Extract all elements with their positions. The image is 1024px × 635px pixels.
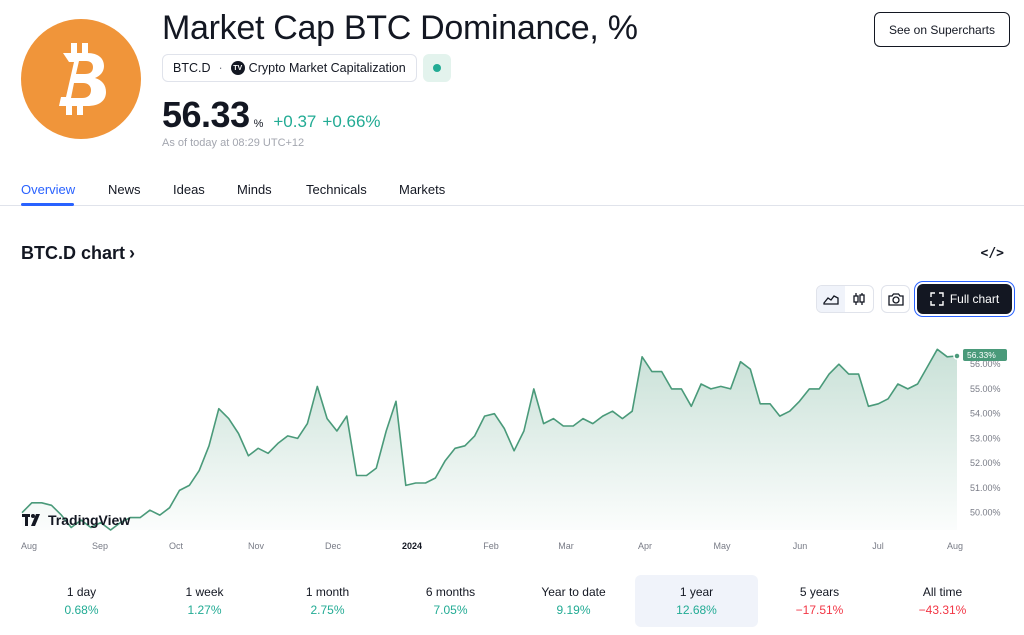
period-1-year[interactable]: 1 year 12.68% bbox=[635, 575, 758, 627]
full-chart-label: Full chart bbox=[949, 292, 1000, 306]
tag-separator: · bbox=[218, 61, 223, 75]
full-chart-button[interactable]: Full chart bbox=[917, 284, 1012, 314]
y-tick-label: 53.00% bbox=[970, 433, 1001, 443]
y-tick-label: 56.00% bbox=[970, 359, 1001, 369]
embed-code-icon[interactable]: </> bbox=[980, 246, 1004, 261]
period-1-week[interactable]: 1 week 1.27% bbox=[143, 575, 266, 627]
fullscreen-icon bbox=[930, 292, 944, 306]
period-5-years[interactable]: 5 years −17.51% bbox=[758, 575, 881, 627]
chart-heading-link[interactable]: BTC.D chart › bbox=[21, 243, 135, 264]
candles-icon bbox=[853, 293, 865, 305]
x-tick-label: Nov bbox=[248, 541, 265, 551]
price-change-pct: +0.66% bbox=[322, 112, 381, 131]
period-label: 1 day bbox=[66, 585, 97, 599]
x-tick-label: Feb bbox=[483, 541, 499, 551]
period-all-time[interactable]: All time −43.31% bbox=[881, 575, 1004, 627]
x-tick-label: Aug bbox=[21, 541, 37, 551]
x-tick-label: May bbox=[713, 541, 731, 551]
bitcoin-logo bbox=[21, 19, 141, 139]
tradingview-logo-icon bbox=[22, 514, 40, 526]
period-change-value: −17.51% bbox=[795, 603, 844, 617]
chart-heading: BTC.D chart bbox=[21, 243, 126, 263]
period-change-value: −43.31% bbox=[918, 603, 967, 617]
period-1-month[interactable]: 1 month 2.75% bbox=[266, 575, 389, 627]
chart-area-fill bbox=[22, 349, 957, 530]
chevron-right-icon: › bbox=[129, 243, 136, 263]
period-1-day[interactable]: 1 day 0.68% bbox=[20, 575, 143, 627]
price-block: 56.33 % +0.37 +0.66% bbox=[162, 94, 381, 136]
y-tick-label: 52.00% bbox=[970, 458, 1001, 468]
period-6-months[interactable]: 6 months 7.05% bbox=[389, 575, 512, 627]
performance-periods: 1 day 0.68% 1 week 1.27% 1 month 2.75% 6 month… bbox=[20, 575, 1004, 627]
active-tab-indicator bbox=[21, 203, 74, 206]
as-of-timestamp: As of today at 08:29 UTC+12 bbox=[162, 137, 305, 149]
tab-news[interactable]: News bbox=[108, 182, 141, 197]
symbol-tag-row: BTC.D · TV Crypto Market Capitalization bbox=[162, 54, 451, 82]
period-label: 1 week bbox=[185, 585, 224, 599]
tab-markets[interactable]: Markets bbox=[399, 182, 446, 197]
x-tick-label: Mar bbox=[558, 541, 574, 551]
last-value-dot bbox=[953, 352, 961, 360]
price-change-abs: +0.37 bbox=[273, 112, 317, 131]
x-tick-label: Jun bbox=[793, 541, 808, 551]
price-value: 56.33 bbox=[162, 94, 250, 135]
y-tick-label: 50.00% bbox=[970, 508, 1001, 518]
last-value-label: 56.33% bbox=[963, 349, 1007, 362]
period-label: All time bbox=[922, 585, 963, 599]
candles-chart-button[interactable] bbox=[845, 286, 873, 312]
x-tick-label: Oct bbox=[169, 541, 184, 551]
y-tick-label: 54.00% bbox=[970, 409, 1001, 419]
x-tick-label: Dec bbox=[325, 541, 342, 551]
tab-minds[interactable]: Minds bbox=[237, 182, 272, 197]
period-change-value: 9.19% bbox=[556, 603, 591, 617]
period-change-value: 1.27% bbox=[187, 603, 222, 617]
chart-series-line bbox=[21, 348, 958, 531]
market-status-badge[interactable] bbox=[422, 54, 451, 82]
period-label: 5 years bbox=[799, 585, 840, 599]
tab-ideas[interactable]: Ideas bbox=[173, 182, 205, 197]
page-title: Market Cap BTC Dominance, % bbox=[162, 9, 638, 47]
tradingview-mini-icon: TV bbox=[230, 61, 245, 75]
period-label: 1 year bbox=[679, 585, 714, 599]
symbol-code: BTC.D bbox=[173, 61, 211, 75]
period-label: 6 months bbox=[425, 585, 476, 599]
chart-type-toggle bbox=[816, 285, 874, 313]
period-change-value: 7.05% bbox=[433, 603, 468, 617]
period-change-value: 12.68% bbox=[676, 603, 717, 617]
x-tick-label: Aug bbox=[947, 541, 963, 551]
tab-bar: Overview News Ideas Minds Technicals Mar… bbox=[0, 172, 1024, 206]
tradingview-brand: TradingView bbox=[22, 512, 130, 528]
snapshot-button[interactable] bbox=[881, 285, 910, 313]
tradingview-brand-text: TradingView bbox=[48, 512, 131, 528]
y-tick-label: 51.00% bbox=[970, 483, 1001, 493]
status-dot-icon bbox=[432, 64, 441, 72]
period-change-value: 0.68% bbox=[64, 603, 99, 617]
period-year-to-date[interactable]: Year to date 9.19% bbox=[512, 575, 635, 627]
x-tick-label: Jul bbox=[872, 541, 884, 551]
tab-overview[interactable]: Overview bbox=[21, 182, 76, 197]
y-tick-label: 55.00% bbox=[970, 384, 1001, 394]
period-label: 1 month bbox=[305, 585, 350, 599]
area-chart-icon bbox=[823, 295, 839, 305]
tab-technicals[interactable]: Technicals bbox=[306, 182, 367, 197]
period-label: Year to date bbox=[541, 585, 606, 599]
btc-dominance-chart[interactable]: 56.00% 55.00% 54.00% 53.00% 52.00% 51.00% 50.0… bbox=[0, 320, 1024, 560]
area-chart-button[interactable] bbox=[817, 286, 845, 312]
price-unit: % bbox=[253, 118, 264, 130]
x-tick-label: Apr bbox=[638, 541, 652, 551]
symbol-tag[interactable]: BTC.D · TV Crypto Market Capitalization bbox=[162, 54, 417, 82]
bitcoin-icon bbox=[59, 43, 106, 115]
svg-text:56.33%: 56.33% bbox=[967, 350, 996, 360]
exchange-name: Crypto Market Capitalization bbox=[248, 61, 406, 75]
period-change-value: 2.75% bbox=[310, 603, 345, 617]
x-tick-label: Sep bbox=[92, 541, 108, 551]
x-tick-label: 2024 bbox=[402, 541, 422, 551]
camera-icon bbox=[887, 293, 904, 306]
see-on-supercharts-button[interactable]: See on Supercharts bbox=[874, 12, 1010, 47]
